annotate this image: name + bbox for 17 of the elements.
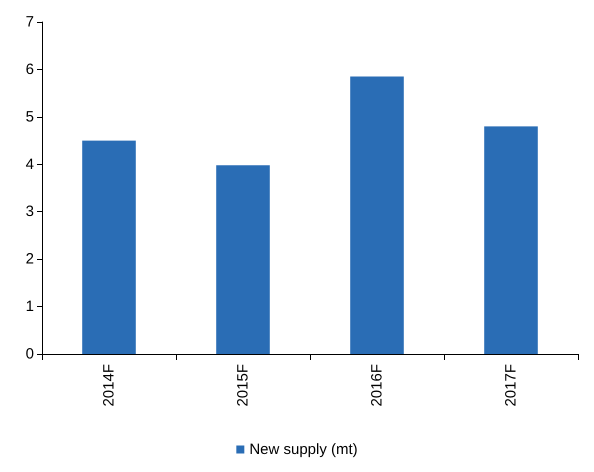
y-tick-label: 5 xyxy=(26,108,34,126)
bar xyxy=(216,165,270,354)
bar xyxy=(82,140,136,354)
legend-label: New supply (mt) xyxy=(249,441,358,458)
x-tick-label: 2014F xyxy=(100,364,118,407)
x-tick-label: 2015F xyxy=(234,364,252,407)
bar xyxy=(484,126,538,354)
y-tick-label: 1 xyxy=(26,298,34,316)
y-tick-label: 0 xyxy=(26,346,34,362)
y-tick-label: 2 xyxy=(26,250,34,268)
x-tick-label: 2017F xyxy=(502,364,520,407)
y-tick-label: 6 xyxy=(26,60,34,78)
y-tick-label: 3 xyxy=(26,203,34,220)
y-tick-label: 7 xyxy=(26,14,34,30)
x-tick-label: 2016F xyxy=(368,364,386,407)
y-tick-label: 4 xyxy=(26,156,34,173)
bar xyxy=(350,76,404,354)
